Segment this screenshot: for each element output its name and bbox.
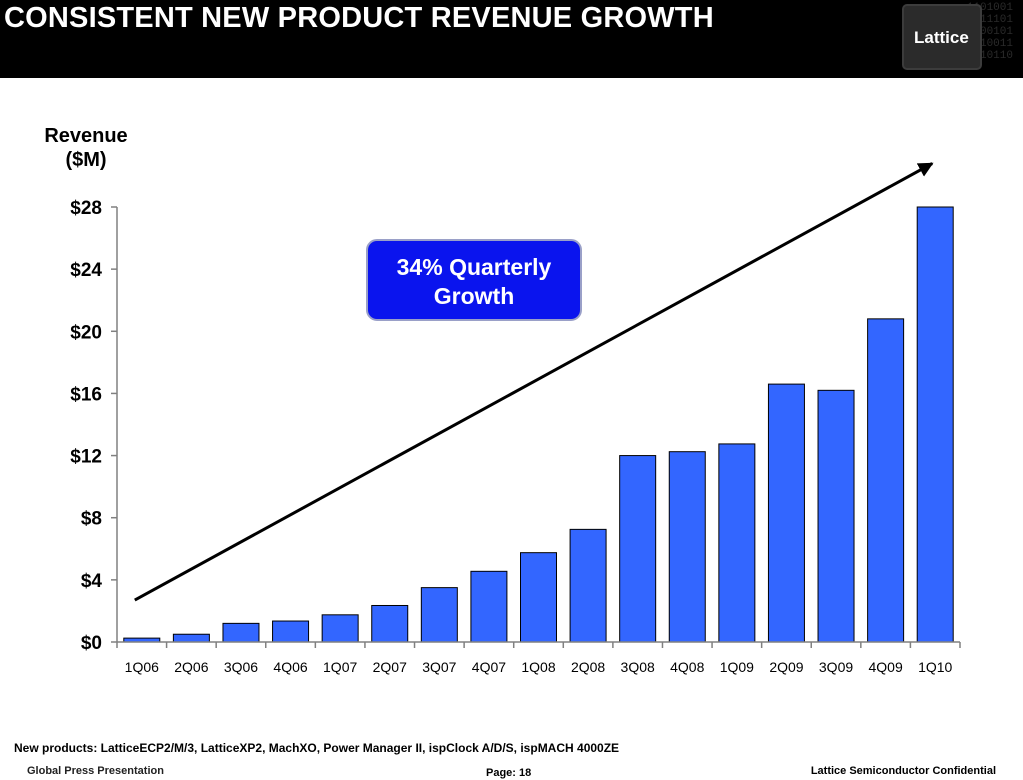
bar-1Q09	[718, 443, 756, 643]
callout-text-line: Growth	[434, 283, 515, 309]
x-tick-label: 4Q07	[472, 659, 506, 675]
y-tick-label: $16	[70, 384, 102, 405]
x-tick-label: 1Q08	[521, 659, 555, 675]
bar-4Q08	[668, 451, 706, 643]
bar-1Q07	[321, 614, 359, 643]
x-tick-label: 2Q08	[571, 659, 605, 675]
y-axis-label-line: Revenue	[44, 125, 127, 147]
bar-3Q06	[222, 622, 260, 643]
bar-4Q06	[272, 620, 310, 643]
bar-2Q07	[371, 604, 409, 643]
y-tick-label: $8	[81, 509, 102, 530]
bar-4Q07	[470, 570, 508, 643]
bar-2Q09	[767, 383, 805, 643]
bars	[123, 206, 954, 643]
growth-trend-arrow-icon	[134, 162, 934, 602]
new-products-note: New products: LatticeECP2/M/3, LatticeXP…	[14, 741, 620, 755]
y-tick-label: $20	[70, 322, 102, 343]
growth-callout: 34% Quarterly Growth	[366, 239, 582, 321]
bar-2Q06	[172, 633, 210, 643]
x-tick-label: 3Q07	[422, 659, 456, 675]
y-tick-label: $24	[70, 260, 102, 281]
header-bar: 1101001 0011101 1100101 0110011 1010110 CONS…	[0, 0, 1023, 78]
bar-3Q09	[817, 389, 855, 643]
revenue-bar-chart: Revenue($M) $0 $4 $8 $12 $16 $20 $24 $28 1Q06 2Q…	[44, 125, 961, 675]
x-tick-label: 2Q09	[769, 659, 803, 675]
y-tick-label: $4	[81, 571, 103, 592]
x-tick-label: 4Q06	[273, 659, 307, 675]
callout-text-line: 34% Quarterly	[397, 254, 552, 280]
y-tick-label: $28	[70, 198, 102, 219]
x-tick-label: 2Q06	[174, 659, 208, 675]
y-tick-label: $0	[81, 633, 102, 654]
x-tick-label: 2Q07	[373, 659, 407, 675]
x-tick-label: 1Q10	[918, 659, 952, 675]
bar-4Q09	[867, 318, 905, 643]
x-tick-label: 3Q06	[224, 659, 258, 675]
bar-3Q08	[619, 455, 657, 643]
x-tick-label: 1Q09	[720, 659, 754, 675]
x-tick-label: 3Q09	[819, 659, 853, 675]
x-tick-label: 3Q08	[621, 659, 655, 675]
lattice-chip-logo-icon: Lattice	[902, 4, 982, 70]
footer-presentation-name: Global Press Presentation	[27, 765, 164, 777]
x-tick-label: 1Q06	[125, 659, 159, 675]
bar-2Q08	[569, 528, 607, 643]
page-title: CONSISTENT NEW PRODUCT REVENUE GROWTH	[4, 2, 714, 34]
y-tick-label: $12	[70, 447, 102, 468]
bar-1Q10	[916, 206, 954, 643]
logo-text: Lattice	[914, 28, 969, 47]
x-axis: 1Q06 2Q06 3Q06 4Q06 1Q07 2Q07 3Q07 4Q07 1Q08 2Q08…	[116, 641, 961, 675]
footer-page-number: Page: 18	[486, 767, 532, 779]
y-axis-label: Revenue($M)	[44, 125, 127, 171]
y-axis-label-line: ($M)	[65, 149, 106, 171]
callout-box	[366, 239, 582, 321]
y-axis: $0 $4 $8 $12 $16 $20 $24 $28	[70, 198, 118, 654]
x-tick-label: 4Q09	[868, 659, 902, 675]
bar-1Q08	[520, 552, 557, 643]
bar-3Q07	[420, 587, 458, 643]
x-tick-label: 1Q07	[323, 659, 357, 675]
footer-confidential: Lattice Semiconductor Confidential	[810, 765, 996, 777]
x-tick-label: 4Q08	[670, 659, 704, 675]
